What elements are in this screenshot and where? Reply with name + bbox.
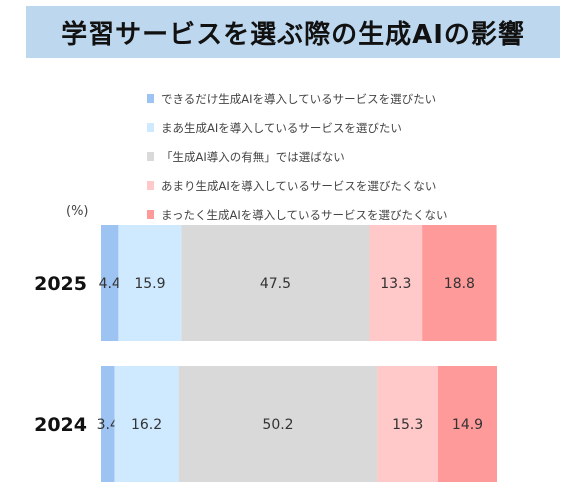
data-label: 3.4 (97, 417, 119, 433)
data-label: 13.3 (380, 276, 411, 292)
legend-swatch (147, 123, 154, 132)
legend-item: まったく生成AIを導入しているサービスを選びたくない (147, 200, 447, 229)
title-banner: 学習サービスを選ぶ際の生成AIの影響 (26, 6, 560, 58)
legend-item: まあ生成AIを導入しているサービスを選びたい (147, 113, 447, 142)
bar-segment (101, 225, 119, 341)
bar-segment (437, 366, 497, 482)
data-label: 50.2 (262, 417, 293, 433)
bar-segment (118, 225, 182, 341)
data-label: 15.3 (392, 417, 423, 433)
legend-label: 「生成AI導入の有無」では選ばない (161, 149, 345, 164)
legend-swatch (147, 152, 154, 161)
category-label: 2024 (34, 414, 87, 436)
bar-segment (101, 366, 115, 482)
legend-swatch (147, 210, 154, 219)
bar-segment (422, 225, 497, 341)
data-label: 18.8 (444, 276, 475, 292)
bar-segment (178, 366, 378, 482)
legend: できるだけ生成AIを導入しているサービスを選びたい まあ生成AIを導入しているサ… (147, 84, 447, 229)
data-label: 47.5 (260, 276, 291, 292)
legend-item: できるだけ生成AIを導入しているサービスを選びたい (147, 84, 447, 113)
data-label: 15.9 (134, 276, 165, 292)
bar-segment (377, 366, 438, 482)
data-label: 14.9 (452, 417, 483, 433)
legend-item: 「生成AI導入の有無」では選ばない (147, 142, 447, 171)
legend-swatch (147, 94, 154, 103)
legend-label: できるだけ生成AIを導入しているサービスを選びたい (161, 91, 437, 106)
category-label: 2025 (34, 273, 87, 295)
bar-segment (181, 225, 370, 341)
unit-label: (%) (66, 204, 89, 219)
legend-label: まったく生成AIを導入しているサービスを選びたくない (161, 207, 448, 222)
data-label: 16.2 (131, 417, 162, 433)
bar-segment (114, 366, 179, 482)
chart-title: 学習サービスを選ぶ際の生成AIの影響 (61, 19, 525, 50)
data-label: 4.4 (99, 276, 121, 292)
legend-item: あまり生成AIを導入しているサービスを選びたくない (147, 171, 447, 200)
legend-swatch (147, 181, 154, 190)
bar-segment (369, 225, 423, 341)
legend-label: まあ生成AIを導入しているサービスを選びたい (161, 120, 402, 135)
legend-label: あまり生成AIを導入しているサービスを選びたくない (161, 178, 437, 193)
